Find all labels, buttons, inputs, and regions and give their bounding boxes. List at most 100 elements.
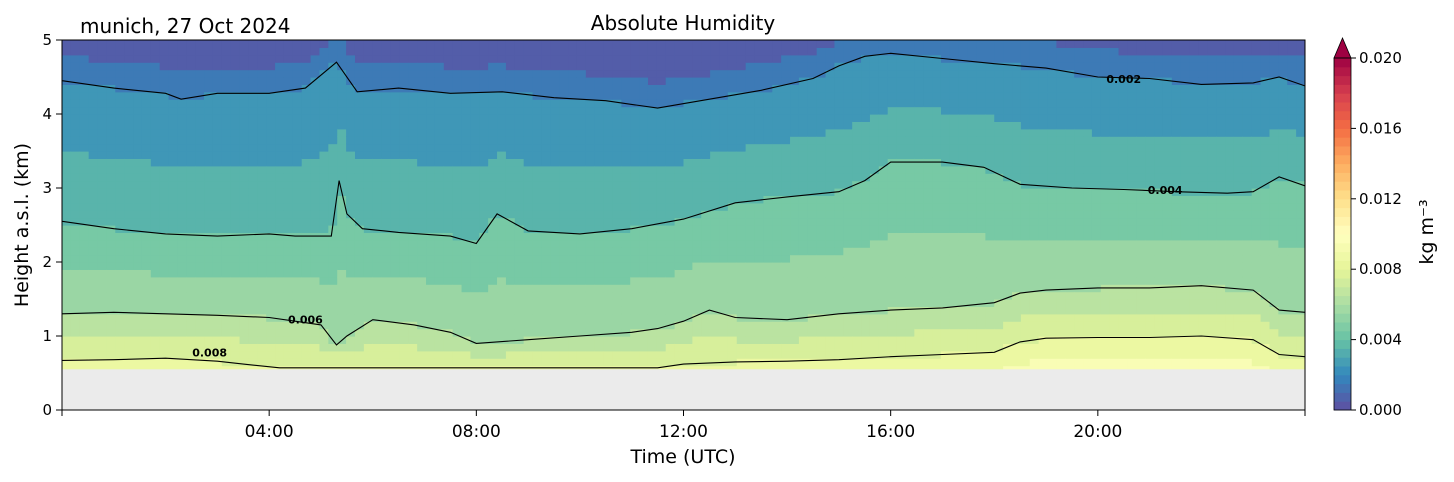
field-cell: [301, 247, 312, 256]
field-cell: [230, 143, 241, 152]
field-cell: [763, 165, 773, 174]
field-cell: [195, 188, 205, 196]
field-cell: [940, 217, 951, 226]
field-cell: [976, 225, 986, 233]
field-cell: [168, 202, 179, 211]
field-cell: [124, 306, 134, 315]
field-cell: [639, 173, 649, 182]
field-cell: [230, 188, 241, 196]
field-cell: [168, 84, 179, 93]
field-cell: [399, 358, 409, 367]
field-cell: [994, 350, 1004, 359]
field-cell: [692, 69, 702, 78]
field-cell: [248, 247, 258, 256]
field-cell: [1029, 47, 1040, 56]
field-cell: [1012, 158, 1022, 167]
field-cell: [772, 173, 782, 182]
field-cell: [568, 276, 578, 285]
field-cell: [443, 217, 454, 226]
field-cell: [1029, 321, 1040, 330]
field-cell: [479, 254, 489, 263]
field-cell: [976, 358, 986, 367]
field-cell: [559, 284, 569, 293]
field-cell: [896, 128, 907, 137]
field-cell: [798, 143, 809, 152]
field-cell: [248, 328, 258, 337]
field-cell: [967, 321, 978, 330]
field-cell: [745, 254, 756, 263]
field-cell: [692, 99, 702, 108]
field-cell: [798, 291, 809, 300]
field-cell: [106, 262, 116, 270]
field-cell: [106, 54, 116, 63]
field-cell: [949, 217, 960, 226]
field-cell: [426, 239, 436, 248]
field-cell: [612, 210, 622, 219]
field-cell: [878, 136, 889, 145]
field-cell: [88, 114, 99, 122]
field-cell: [1029, 165, 1040, 174]
field-cell: [594, 336, 605, 344]
field-cell: [994, 358, 1004, 367]
field-cell: [532, 84, 543, 93]
field-cell: [754, 165, 765, 174]
field-cell: [133, 188, 143, 196]
field-cell: [683, 128, 693, 137]
field-cell: [852, 284, 862, 293]
field-cell: [124, 321, 134, 330]
field-cell: [141, 217, 152, 226]
field-cell: [275, 106, 285, 115]
field-cell: [559, 202, 569, 211]
field-cell: [852, 247, 862, 256]
field-cell: [861, 77, 871, 85]
field-cell: [603, 276, 614, 285]
field-cell: [523, 232, 534, 241]
field-cell: [159, 195, 170, 204]
field-cell: [630, 62, 640, 71]
field-cell: [124, 254, 134, 263]
field-cell: [497, 225, 507, 233]
field-cell: [719, 106, 729, 115]
field-cell: [772, 321, 782, 330]
field-cell: [940, 62, 951, 71]
field-cell: [390, 262, 400, 270]
field-cell: [390, 99, 400, 108]
field-cell: [585, 284, 596, 293]
field-cell: [195, 106, 205, 115]
field-cell: [825, 321, 836, 330]
field-cell: [807, 47, 818, 56]
field-cell: [1020, 358, 1031, 367]
field-cell: [79, 77, 90, 85]
field-cell: [1012, 358, 1022, 367]
field-cell: [594, 276, 605, 285]
field-cell: [736, 158, 747, 167]
field-cell: [710, 47, 720, 56]
field-cell: [639, 291, 649, 300]
field-cell: [488, 313, 498, 322]
field-cell: [958, 306, 969, 315]
field-cell: [630, 40, 640, 48]
field-cell: [62, 136, 72, 145]
field-cell: [1020, 151, 1031, 159]
field-cell: [283, 284, 294, 293]
field-cell: [70, 202, 81, 211]
field-cell: [115, 276, 125, 285]
field-cell: [532, 210, 543, 219]
field-cell: [878, 158, 889, 167]
field-cell: [106, 313, 116, 322]
field-cell: [150, 158, 161, 167]
field-cell: [949, 210, 960, 219]
field-cell: [896, 239, 907, 248]
field-cell: [559, 276, 569, 285]
field-cell: [461, 62, 472, 71]
field-cell: [603, 121, 614, 130]
field-cell: [772, 269, 782, 278]
field-cell: [79, 40, 90, 48]
field-cell: [843, 54, 853, 63]
field-cell: [461, 284, 472, 293]
field-cell: [532, 217, 543, 226]
field-cell: [994, 40, 1004, 48]
field-cell: [221, 54, 232, 63]
field-cell: [727, 121, 738, 130]
field-cell: [772, 195, 782, 204]
